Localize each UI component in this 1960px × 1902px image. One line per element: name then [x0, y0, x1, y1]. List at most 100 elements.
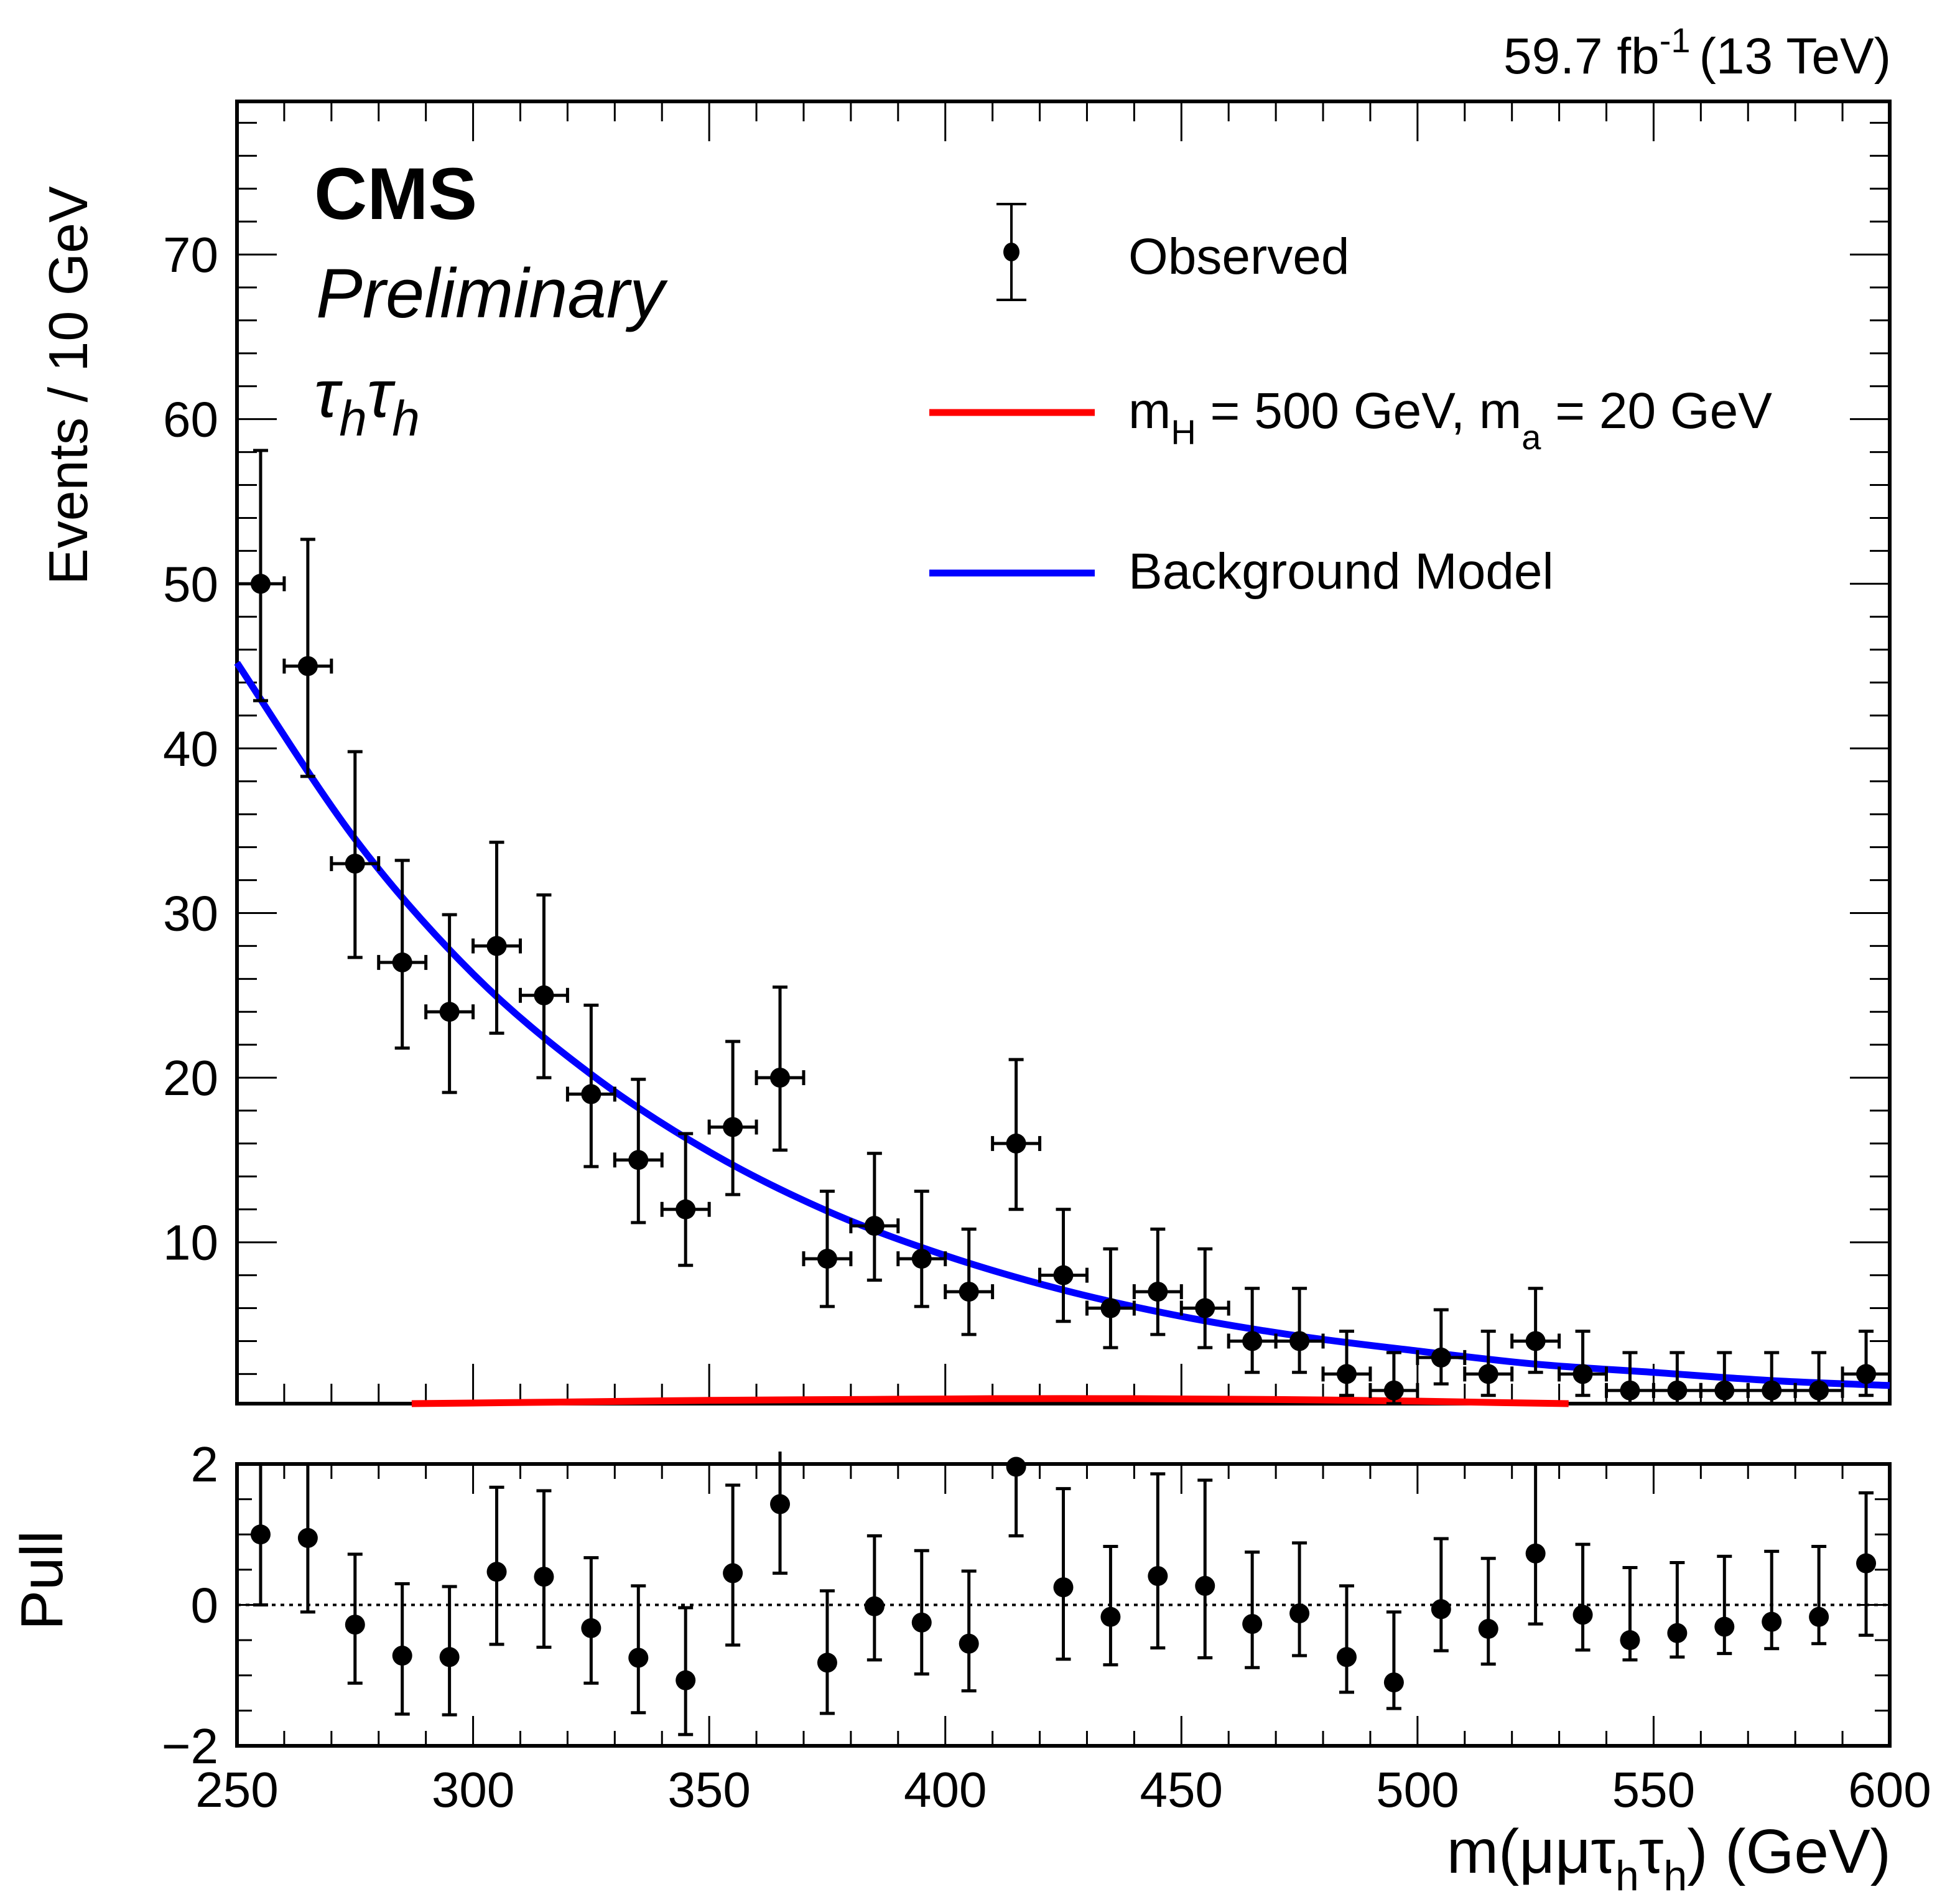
- data-point-marker: [250, 574, 271, 594]
- x-tick-label: 450: [1140, 1762, 1223, 1817]
- y-tick-label: 50: [163, 556, 218, 612]
- main-panel: [235, 100, 1892, 1406]
- pull-data-point: [250, 1462, 271, 1606]
- data-point-marker: [1006, 1133, 1026, 1154]
- data-point-marker: [1431, 1599, 1451, 1620]
- data-point-marker: [628, 1150, 649, 1170]
- data-point-marker: [345, 854, 365, 874]
- pull-data-point: [486, 1485, 507, 1646]
- observed-data-point: [849, 1152, 900, 1282]
- data-point-marker: [1620, 1630, 1640, 1651]
- main-y-tick-labels: 10 20 30 40 50 60 70: [163, 227, 218, 1270]
- data-point-marker: [1572, 1364, 1593, 1384]
- data-point-marker: [345, 1615, 365, 1635]
- data-point-marker: [676, 1670, 696, 1690]
- y-tick-label: 10: [163, 1215, 218, 1270]
- data-point-marker: [486, 1562, 507, 1582]
- luminosity-label: 59.7 fb-1 (13 TeV): [1503, 21, 1891, 85]
- legend-background-label: Background Model: [1128, 543, 1554, 600]
- signal-curve-layer: [411, 1395, 1569, 1407]
- pull-data-point: [1383, 1610, 1404, 1710]
- observed-data-point: [1651, 1351, 1702, 1406]
- observed-data-point: [1038, 1208, 1089, 1323]
- data-point-marker: [1383, 1380, 1404, 1401]
- pull-data-point: [1053, 1487, 1074, 1661]
- pull-data-point: [1242, 1550, 1263, 1669]
- data-point-marker: [723, 1563, 743, 1583]
- pull-data-point: [1762, 1549, 1782, 1651]
- pull-axis-ticks: [236, 1464, 1891, 1746]
- pull-y-tick-label: 2: [191, 1437, 219, 1492]
- pull-y-tick-labels: −2 0 2: [162, 1437, 218, 1774]
- data-point-marker: [1762, 1611, 1782, 1632]
- pull-data-point: [817, 1589, 837, 1715]
- data-point-marker: [1242, 1614, 1263, 1634]
- data-point-marker: [1809, 1606, 1829, 1627]
- pull-data-point: [911, 1549, 932, 1676]
- data-point-marker: [1053, 1265, 1074, 1285]
- data-point-marker: [628, 1648, 649, 1668]
- pull-data-point: [676, 1606, 696, 1737]
- observed-data-point: [235, 449, 286, 702]
- pull-data-point: [1525, 1462, 1546, 1626]
- observed-data-point: [1841, 1330, 1892, 1397]
- data-point-marker: [1714, 1616, 1735, 1637]
- data-point-marker: [1100, 1298, 1121, 1318]
- data-point-marker: [1856, 1553, 1877, 1573]
- data-point-marker: [439, 1002, 460, 1022]
- observed-data-point: [944, 1228, 995, 1336]
- data-point-marker: [723, 1117, 743, 1137]
- data-point-marker: [1667, 1623, 1688, 1643]
- observed-data-point: [565, 1004, 616, 1168]
- observed-data-point: [518, 893, 569, 1079]
- observed-data-point: [1416, 1308, 1467, 1386]
- data-point-marker: [911, 1249, 932, 1269]
- pull-data-point: [1006, 1457, 1026, 1538]
- legend-observed-marker: [996, 203, 1026, 301]
- pull-data-point: [345, 1552, 365, 1685]
- data-point-marker: [676, 1199, 696, 1219]
- y-tick-label: 30: [163, 885, 218, 941]
- data-point-marker: [1195, 1298, 1215, 1318]
- background-model-curve: [234, 661, 1890, 1389]
- y-tick-label: 20: [163, 1050, 218, 1106]
- pull-points-layer: [250, 1452, 1877, 1737]
- pull-data-point: [1667, 1561, 1688, 1659]
- pull-data-point: [392, 1582, 412, 1716]
- data-point-marker: [439, 1647, 460, 1667]
- legend: Observed mH = 500 GeV, ma = 20 GeV Backg…: [929, 203, 1772, 600]
- data-point-marker: [1714, 1380, 1735, 1401]
- x-tick-label: 550: [1612, 1762, 1695, 1817]
- data-point-marker: [1383, 1672, 1404, 1693]
- data-point-marker: [1148, 1566, 1168, 1587]
- observed-data-point: [802, 1190, 853, 1308]
- observed-data-point: [991, 1058, 1042, 1211]
- signal-curve: [411, 1395, 1569, 1407]
- legend-observed-label: Observed: [1128, 228, 1350, 285]
- data-point-marker: [392, 952, 412, 972]
- pull-data-point: [1620, 1565, 1640, 1662]
- data-point-marker: [486, 936, 507, 956]
- data-point-marker: [1100, 1606, 1121, 1627]
- pull-y-axis-title: Pull: [9, 1531, 75, 1630]
- pull-data-point: [534, 1489, 554, 1649]
- observed-data-point: [1605, 1351, 1655, 1406]
- y-tick-label: 40: [163, 721, 218, 776]
- pull-data-point: [439, 1585, 460, 1717]
- data-point-marker: [1856, 1364, 1877, 1384]
- pull-data-point: [1289, 1541, 1310, 1657]
- background-curve-layer: [234, 661, 1890, 1389]
- data-point-marker: [1242, 1331, 1263, 1351]
- observed-data-point: [330, 750, 381, 959]
- pull-y-tick-label: −2: [162, 1718, 218, 1774]
- pull-data-point: [1195, 1478, 1215, 1659]
- observed-data-point: [1368, 1351, 1419, 1406]
- data-point-marker: [1336, 1647, 1357, 1667]
- data-point-marker: [1336, 1364, 1357, 1384]
- data-point-marker: [911, 1612, 932, 1633]
- data-point-marker: [1667, 1380, 1688, 1401]
- data-point-marker: [959, 1282, 979, 1302]
- observed-data-point: [471, 841, 522, 1035]
- pull-data-point: [1478, 1557, 1498, 1666]
- x-tick-label: 600: [1848, 1762, 1931, 1817]
